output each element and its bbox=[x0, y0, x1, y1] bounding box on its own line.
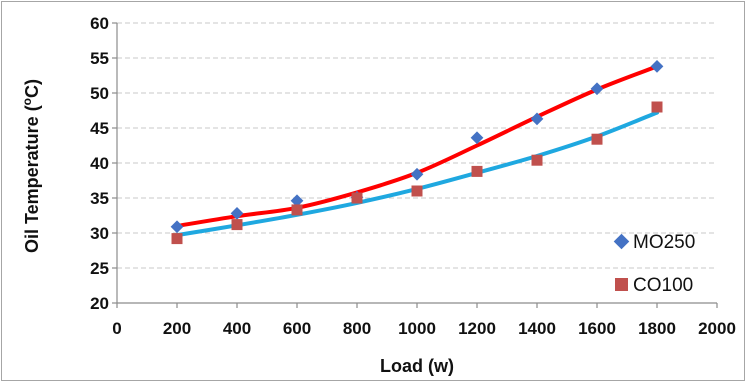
legend: MO250 CO100 bbox=[613, 232, 695, 296]
x-tick-label: 600 bbox=[283, 319, 311, 338]
data-point-mo250 bbox=[650, 60, 664, 73]
data-point-co100 bbox=[231, 219, 243, 231]
y-tick-label: 35 bbox=[90, 189, 109, 208]
data-point-mo250 bbox=[470, 131, 484, 145]
legend-label-co100: CO100 bbox=[633, 275, 693, 296]
x-tick-label: 1800 bbox=[638, 319, 676, 338]
x-tick-label: 1600 bbox=[578, 319, 616, 338]
x-tick-label: 0 bbox=[112, 319, 121, 338]
y-tick-label: 55 bbox=[90, 49, 109, 68]
data-point-mo250 bbox=[410, 167, 424, 181]
data-point-mo250 bbox=[170, 220, 184, 234]
x-tick-label: 1000 bbox=[398, 319, 436, 338]
trendlines bbox=[175, 64, 659, 238]
y-axis-title-end: C) bbox=[22, 79, 42, 98]
data-point-co100 bbox=[651, 101, 663, 113]
legend-marker-mo250 bbox=[613, 233, 630, 250]
x-tick-label: 200 bbox=[163, 319, 191, 338]
x-tick-label: 400 bbox=[223, 319, 251, 338]
y-tick-label: 60 bbox=[90, 14, 109, 33]
data-point-co100 bbox=[291, 204, 303, 216]
data-point-co100 bbox=[171, 233, 183, 245]
x-tick-label: 2000 bbox=[698, 319, 736, 338]
y-tick-label: 30 bbox=[90, 224, 109, 243]
legend-label-mo250: MO250 bbox=[633, 232, 695, 253]
axes bbox=[112, 22, 718, 308]
data-markers bbox=[170, 60, 664, 245]
data-point-co100 bbox=[411, 185, 423, 197]
y-axis-title-main: Oil Temperature ( bbox=[22, 105, 42, 253]
y-axis-title-superscript: o bbox=[20, 98, 34, 105]
y-tick-label: 45 bbox=[90, 119, 109, 138]
grid-lines bbox=[117, 22, 717, 269]
y-tick-label: 25 bbox=[90, 259, 109, 278]
legend-item-co100: CO100 bbox=[615, 275, 693, 296]
x-tick-label: 1200 bbox=[458, 319, 496, 338]
trendline-mo250 bbox=[175, 64, 659, 228]
y-axis-title: Oil Temperature (oC) bbox=[20, 79, 42, 253]
data-point-co100 bbox=[351, 192, 363, 204]
data-point-co100 bbox=[591, 133, 603, 145]
data-point-mo250 bbox=[290, 194, 304, 208]
x-tick-label: 1400 bbox=[518, 319, 556, 338]
data-point-co100 bbox=[531, 154, 543, 166]
data-point-mo250 bbox=[230, 207, 244, 220]
data-point-co100 bbox=[471, 165, 483, 177]
legend-item-mo250: MO250 bbox=[613, 232, 695, 253]
y-tick-label: 50 bbox=[90, 84, 109, 103]
y-tick-label: 20 bbox=[90, 294, 109, 313]
x-axis-title: Load (w) bbox=[380, 356, 454, 376]
y-tick-label: 40 bbox=[90, 154, 109, 173]
legend-marker-co100 bbox=[615, 278, 628, 291]
x-tick-label: 800 bbox=[343, 319, 371, 338]
